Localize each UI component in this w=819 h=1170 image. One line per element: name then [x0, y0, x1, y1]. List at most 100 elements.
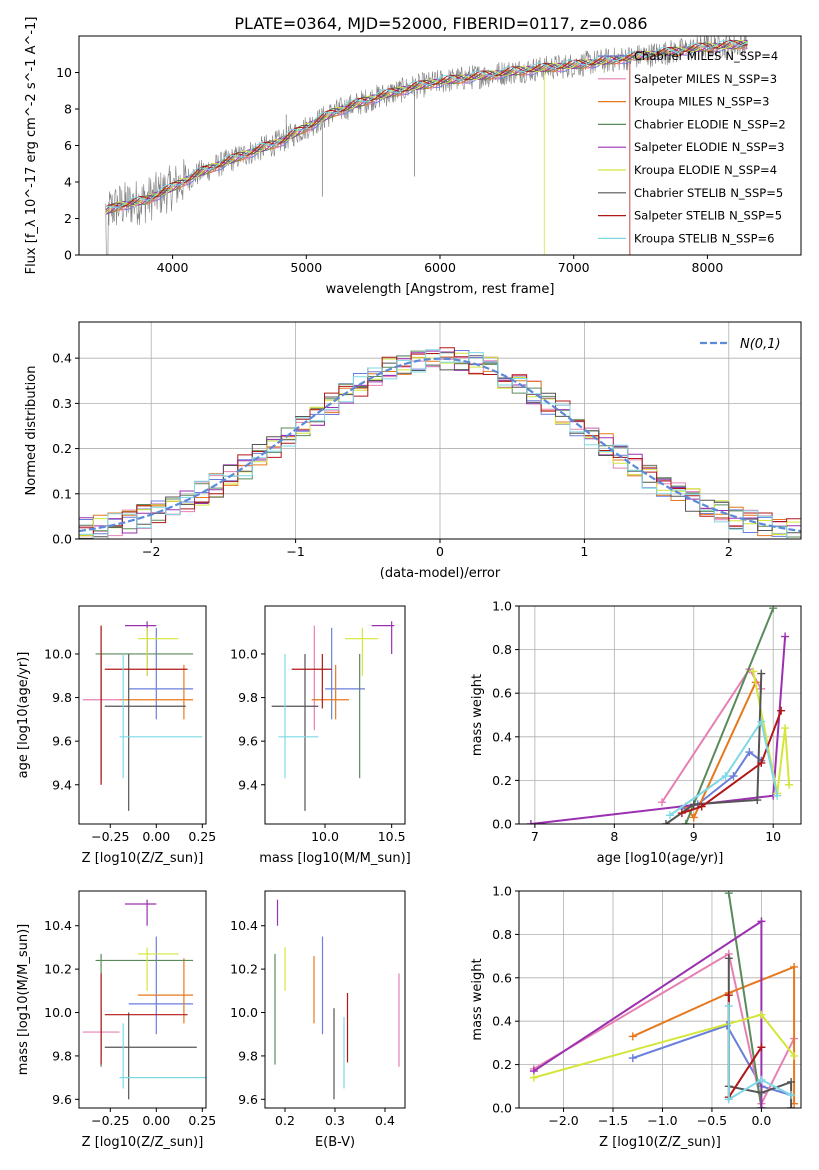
- y-tick-label: 1.0: [492, 884, 512, 899]
- mass-weight-marker: [657, 798, 666, 807]
- errorbar-point: [291, 653, 332, 709]
- errorbar-point: [311, 664, 349, 720]
- legend-label: Chabrier STELIB N_SSP=5: [634, 186, 783, 200]
- mass-weight-marker: [724, 1095, 733, 1104]
- errorbar-point: [119, 653, 203, 779]
- axes-frame: [264, 605, 406, 825]
- residual-histogram-step: [79, 349, 801, 539]
- x-axis-label: mass [log10(M/M_sun)]: [259, 851, 411, 866]
- x-tick-label: −2.0: [548, 1113, 578, 1128]
- mass-weight-marker: [787, 1077, 796, 1086]
- legend-series-name: Kroupa STELIB: [634, 231, 718, 245]
- x-tick-label: 9: [690, 829, 698, 844]
- y-tick-label: 0.0: [492, 817, 512, 832]
- plot-area: [526, 606, 794, 824]
- x-tick-label: 5000: [290, 260, 322, 275]
- mass-weight-marker: [721, 772, 730, 781]
- errorbar-point: [371, 621, 395, 654]
- errorbar-point: [325, 627, 365, 720]
- y-tick-label: 0.6: [492, 686, 512, 701]
- axes-frame: [78, 605, 207, 825]
- y-tick-label: 9.8: [238, 690, 258, 705]
- x-tick-label: −0.25: [91, 1113, 129, 1128]
- errorbar-point: [137, 627, 179, 676]
- mass-weight-marker: [628, 1032, 637, 1041]
- mass-weight-marker: [757, 1043, 766, 1052]
- mass-weight-marker: [790, 962, 799, 971]
- y-tick-label: 0.4: [492, 1014, 512, 1029]
- mass-weight-line: [530, 636, 787, 824]
- y-axis-label: mass [log10(M/M_sun)]: [16, 924, 31, 1076]
- legend-series-name: Salpeter STELIB: [634, 209, 725, 223]
- errorbar-point: [125, 899, 157, 926]
- mass-weight-marker: [757, 669, 766, 678]
- mass-weight-marker: [769, 606, 778, 613]
- errorbar-point: [95, 953, 194, 1067]
- x-axis-label: wavelength [Angstrom, rest frame]: [326, 282, 555, 297]
- errorbar-point: [100, 625, 188, 785]
- legend-series-name: Kroupa MILES: [634, 95, 713, 109]
- mass-weight-marker: [628, 1054, 637, 1063]
- y-tick-label: 10.2: [44, 962, 72, 977]
- errorbar-point: [128, 936, 194, 1035]
- x-tick-label: 0.4: [375, 1113, 395, 1128]
- x-axis-label: Z [log10(Z/Z_sun)]: [82, 851, 204, 866]
- x-tick-label: 0.2: [275, 1113, 295, 1128]
- y-tick-label: 10: [56, 65, 72, 80]
- y-tick-label: 0.3: [52, 396, 72, 411]
- x-tick-label: −0.5: [697, 1113, 727, 1128]
- mass-weight-marker: [777, 706, 786, 715]
- mass-weight-marker: [689, 800, 698, 809]
- y-tick-label: 4: [64, 175, 72, 190]
- figure-title: PLATE=0364, MJD=52000, FIBERID=0117, z=0…: [234, 14, 647, 33]
- legend-label: Salpeter MILES N_SSP=3: [634, 72, 777, 86]
- y-tick-label: 0.2: [52, 441, 72, 456]
- mass-weight-line: [533, 919, 763, 1108]
- plot-area: [105, 36, 748, 255]
- y-tick-label: 9.6: [238, 1092, 258, 1107]
- mass-vs-ebv-panel: 0.2 0.3 0.4 9.6 9.8 10.0 10.2 10.4 E(B-V): [230, 890, 406, 1150]
- y-tick-label: 10.0: [44, 646, 72, 661]
- y-tick-label: 0.0: [492, 1101, 512, 1116]
- legend-label: N(0,1): [740, 337, 781, 352]
- legend-label: Kroupa MILES N_SSP=3: [634, 95, 769, 109]
- x-tick-label: 10.0: [311, 829, 339, 844]
- legend-label: Salpeter ELODIE N_SSP=3: [634, 140, 785, 154]
- legend-nssp: N_SSP=3: [717, 95, 770, 109]
- model-spectrum-line: [105, 39, 748, 209]
- legend-series-name: Salpeter ELODIE: [634, 140, 728, 154]
- mass-weight-line: [727, 893, 763, 1108]
- plot-area: [529, 891, 799, 1108]
- x-tick-label: 7000: [558, 260, 590, 275]
- legend-label: Kroupa STELIB N_SSP=6: [634, 231, 774, 245]
- x-axis-label: (data-model)/error: [380, 566, 501, 581]
- x-tick-label: 0.3: [325, 1113, 345, 1128]
- legend-label: Chabrier MILES N_SSP=4: [634, 49, 778, 63]
- x-axis-label: Z [log10(Z/Z_sun)]: [599, 1135, 721, 1150]
- mass-weight-line: [681, 710, 783, 815]
- x-tick-label: 10.5: [378, 829, 406, 844]
- y-tick-label: 9.8: [238, 1048, 258, 1063]
- errorbar-point: [100, 973, 188, 1065]
- errorbar-point: [119, 664, 194, 720]
- y-tick-label: 9.8: [52, 690, 72, 705]
- y-tick-label: 10.4: [44, 918, 72, 933]
- mass-weight-line: [684, 607, 775, 824]
- mass-weight-marker: [724, 991, 733, 1000]
- x-axis-label: E(B-V): [315, 1135, 355, 1150]
- y-tick-label: 9.4: [238, 777, 258, 792]
- x-tick-label: 8: [610, 829, 618, 844]
- errorbar-point: [95, 653, 194, 779]
- y-axis-label: mass weight: [470, 958, 485, 1040]
- x-tick-label: 7: [531, 829, 539, 844]
- mass-weight-marker: [787, 1090, 796, 1099]
- spectrum-legend: Chabrier MILES N_SSP=4 Salpeter MILES N_SSP…: [598, 49, 786, 245]
- mass-vs-metallicity-panel: −0.25 0.00 0.25 9.6 9.8 10.0 10.2 10.4 Z [log10(…: [16, 890, 216, 1150]
- x-tick-label: 0: [436, 544, 444, 559]
- y-axis-label: Normed distribution: [24, 366, 39, 496]
- plot-area: [82, 899, 206, 1100]
- legend-nssp: N_SSP=5: [729, 209, 782, 223]
- x-tick-label: 10: [765, 829, 781, 844]
- x-tick-label: 0.00: [142, 1113, 170, 1128]
- spectrum-panel: 4000 5000 6000 7000 8000 0 2 4 6 8 10 wavelength [A…: [24, 17, 802, 297]
